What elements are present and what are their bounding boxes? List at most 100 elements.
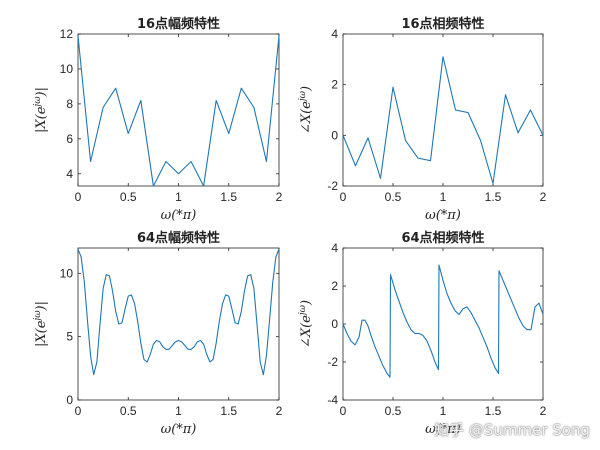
data-point	[354, 344, 355, 345]
data-point	[109, 275, 110, 276]
data-point	[140, 342, 141, 343]
data-point	[203, 185, 204, 186]
data-point	[231, 308, 232, 309]
data-point	[247, 275, 248, 276]
data-point	[222, 303, 223, 304]
data-point	[244, 290, 245, 291]
data-point	[426, 341, 427, 342]
data-point	[269, 320, 270, 321]
data-point	[234, 322, 235, 323]
x-tick-label: 1.5	[220, 190, 237, 204]
data-point	[480, 140, 481, 141]
data-point	[216, 342, 217, 343]
data-point	[250, 274, 251, 275]
data-point	[219, 321, 220, 322]
data-point	[125, 308, 126, 309]
y-tick-label: 4	[331, 27, 338, 41]
data-point	[410, 329, 411, 330]
data-point	[260, 361, 261, 362]
data-point	[253, 107, 254, 108]
data-point	[430, 350, 431, 351]
data-point	[77, 249, 78, 250]
series-line	[342, 56, 544, 185]
x-tick-label: 0.5	[385, 190, 402, 204]
watermark: 知乎 @Summer Song	[434, 421, 590, 439]
data-point	[156, 340, 157, 341]
data-point	[150, 354, 151, 355]
x-tick-label: 1	[440, 404, 447, 418]
data-point	[378, 356, 379, 357]
x-tick-label: 1.5	[485, 404, 502, 418]
subplot-title: 64点相频特性	[401, 230, 484, 246]
data-point	[115, 88, 116, 89]
data-point	[530, 329, 531, 330]
subplot-title: 16点相频特性	[401, 16, 484, 32]
data-point	[194, 346, 195, 347]
x-tick-label: 0	[75, 404, 82, 418]
subplot-4: 0 0.5 1 1.5 2 -4 -2 0 2 4 64点相频特性 ω(*π) ∠X(ejω)	[298, 230, 547, 437]
data-point	[417, 158, 418, 159]
data-point	[112, 290, 113, 291]
data-point	[394, 289, 395, 290]
data-point	[406, 322, 407, 323]
data-point	[115, 311, 116, 312]
data-point	[374, 346, 375, 347]
data-point	[405, 140, 406, 141]
data-point	[482, 337, 483, 338]
data-point	[103, 288, 104, 289]
data-point	[538, 303, 539, 304]
data-point	[392, 87, 393, 88]
x-tick-label: 2	[540, 190, 547, 204]
x-tick-label: 0.5	[385, 404, 402, 418]
data-point	[266, 355, 267, 356]
y-axis-label: |X(ejω)|	[33, 87, 49, 133]
data-point	[438, 369, 439, 370]
data-point	[103, 107, 104, 108]
data-point	[206, 354, 207, 355]
y-tick-label: 8	[66, 97, 73, 111]
data-point	[446, 293, 447, 294]
data-point	[455, 109, 456, 110]
data-point	[402, 312, 403, 313]
y-tick-label: 10	[60, 266, 74, 280]
data-point	[187, 349, 188, 350]
data-point	[178, 340, 179, 341]
data-point	[175, 341, 176, 342]
data-point	[505, 94, 506, 95]
data-point	[390, 274, 391, 275]
data-point	[367, 325, 368, 326]
data-point	[90, 355, 91, 356]
data-point	[241, 88, 242, 89]
data-point	[212, 359, 213, 360]
subplot-title: 64点幅频特性	[137, 230, 220, 246]
data-point	[84, 282, 85, 283]
data-point	[200, 340, 201, 341]
data-point	[514, 308, 515, 309]
data-point	[414, 333, 415, 334]
data-point	[494, 367, 495, 368]
x-tick-label: 0	[75, 190, 82, 204]
y-tick-label: 4	[66, 167, 73, 181]
data-point	[506, 289, 507, 290]
x-tick-label: 2	[276, 190, 283, 204]
y-tick-label: -2	[327, 179, 338, 193]
data-point	[474, 320, 475, 321]
data-point	[386, 373, 387, 374]
data-point	[364, 320, 365, 321]
data-point	[241, 311, 242, 312]
y-tick-label: -2	[327, 355, 338, 369]
x-axis-label: ω(*π)	[425, 422, 461, 437]
data-point	[470, 312, 471, 313]
data-point	[143, 359, 144, 360]
data-point	[398, 301, 399, 302]
data-point	[106, 274, 107, 275]
data-point	[389, 377, 390, 378]
data-point	[228, 133, 229, 134]
data-point	[522, 325, 523, 326]
data-point	[438, 265, 439, 266]
y-tick-label: 2	[331, 279, 338, 293]
data-point	[492, 183, 493, 184]
data-point	[498, 270, 499, 271]
data-point	[266, 161, 267, 162]
